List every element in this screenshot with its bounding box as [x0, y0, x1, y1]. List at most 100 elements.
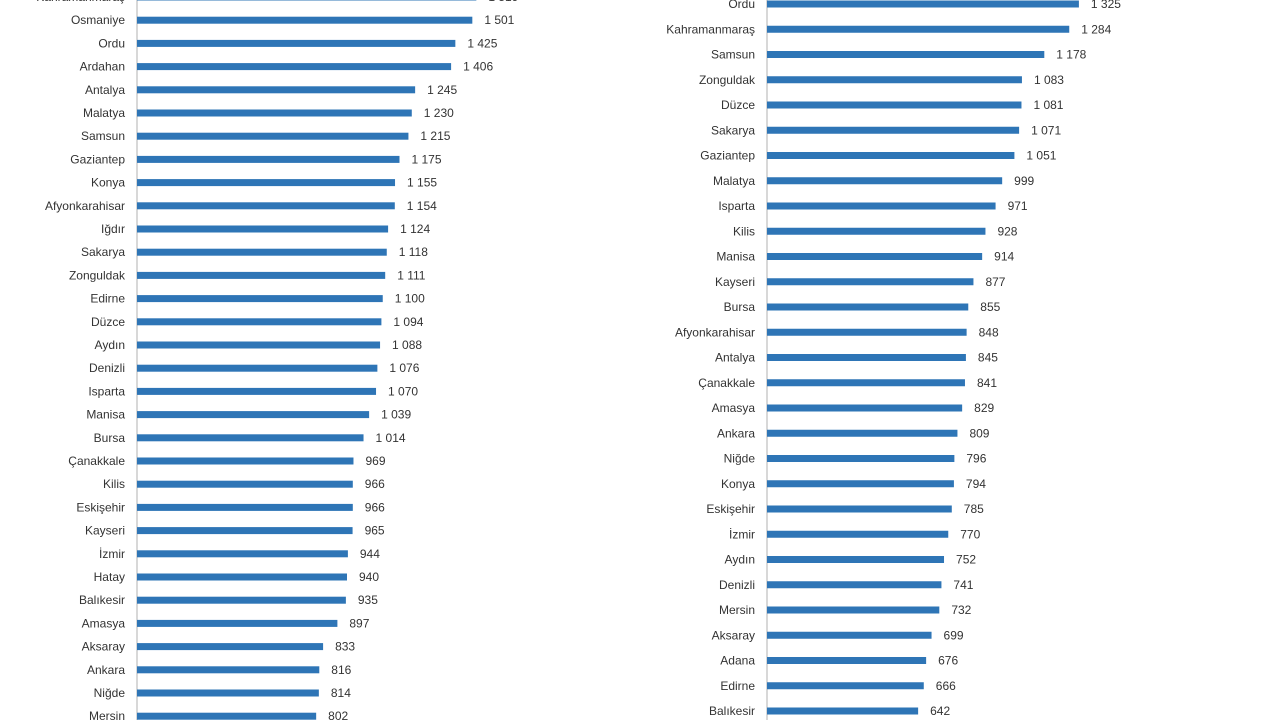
right-bar — [767, 0, 1079, 8]
right-bar — [767, 606, 940, 614]
left-category-label: Osmaniye — [71, 13, 125, 27]
left-value-label: 935 — [358, 593, 378, 607]
right-category-label: Sakarya — [711, 123, 755, 137]
left-category-label: Iğdır — [101, 222, 125, 236]
right-category-label: Balıkesir — [709, 704, 755, 718]
left-bar — [137, 341, 381, 349]
left-category-label: Gaziantep — [70, 152, 125, 166]
left-value-label: 1 039 — [381, 408, 411, 422]
left-value-label: 1 154 — [407, 199, 437, 213]
right-value-label: 855 — [980, 300, 1000, 314]
left-bar — [137, 109, 412, 117]
right-category-label: Aksaray — [712, 628, 755, 642]
left-value-label: 1 425 — [467, 36, 497, 50]
left-bar — [137, 411, 370, 419]
right-bar — [767, 505, 952, 513]
left-value-label: 1 094 — [393, 315, 423, 329]
left-category-label: Çanakkale — [68, 454, 125, 468]
left-value-label: 965 — [365, 524, 385, 538]
left-value-label: 1 501 — [484, 13, 514, 27]
left-bar — [137, 63, 452, 71]
right-category-label: Antalya — [715, 351, 755, 365]
right-bar-chart: Ordu 1 325 Kahramanmaraş 1 284 Samsun 1 178 Zo… — [666, 0, 1121, 720]
left-bar — [137, 550, 348, 558]
right-category-label: Aydın — [725, 553, 755, 567]
left-category-label: Manisa — [86, 408, 125, 422]
right-bar — [767, 303, 969, 311]
right-bar — [767, 631, 932, 639]
right-value-label: 999 — [1014, 174, 1034, 188]
right-value-label: 741 — [953, 578, 973, 592]
left-category-label: Kilis — [103, 477, 125, 491]
right-category-label: Bursa — [724, 300, 756, 314]
right-category-label: Niğde — [724, 452, 756, 466]
right-value-label: 666 — [936, 679, 956, 693]
right-category-label: Düzce — [721, 98, 755, 112]
left-bar — [137, 666, 320, 674]
right-bar — [767, 101, 1022, 109]
right-bar — [767, 177, 1003, 185]
right-value-label: 1 071 — [1031, 123, 1061, 137]
left-category-label: Kayseri — [85, 524, 125, 538]
left-bar — [137, 503, 353, 511]
left-category-label: Balıkesir — [79, 593, 125, 607]
right-bar — [767, 227, 986, 235]
left-value-label: 1 245 — [427, 83, 457, 97]
left-category-label: Aydın — [95, 338, 125, 352]
right-category-label: Eskişehir — [706, 502, 755, 516]
right-category-label: Isparta — [718, 199, 755, 213]
right-category-label: Manisa — [716, 250, 755, 264]
left-bar — [137, 387, 377, 395]
left-bar — [137, 202, 395, 210]
right-value-label: 829 — [974, 401, 994, 415]
left-category-label: Sakarya — [81, 245, 125, 259]
left-value-label: 1 076 — [389, 361, 419, 375]
right-value-label: 699 — [944, 628, 964, 642]
right-category-label: Afyonkarahisar — [675, 325, 755, 339]
left-value-label: 1 519 — [488, 0, 518, 4]
left-bar — [137, 271, 386, 279]
right-bar — [767, 530, 949, 538]
right-bar — [767, 202, 996, 210]
left-category-label: Ordu — [98, 36, 125, 50]
left-value-label: 1 175 — [411, 152, 441, 166]
right-category-label: Kayseri — [715, 275, 755, 289]
left-category-label: Eskişehir — [76, 500, 125, 514]
left-bar — [137, 295, 383, 303]
right-category-label: Çanakkale — [698, 376, 755, 390]
right-value-label: 796 — [966, 452, 986, 466]
left-value-label: 1 155 — [407, 176, 437, 190]
left-bar — [137, 480, 353, 488]
right-category-label: Denizli — [719, 578, 755, 592]
left-value-label: 944 — [360, 547, 380, 561]
right-category-label: Adana — [720, 654, 755, 668]
right-value-label: 1 083 — [1034, 73, 1064, 87]
left-value-label: 940 — [359, 570, 379, 584]
right-value-label: 809 — [969, 426, 989, 440]
right-value-label: 770 — [960, 527, 980, 541]
left-value-label: 1 124 — [400, 222, 430, 236]
left-bar — [137, 179, 396, 187]
left-category-label: Hatay — [94, 570, 125, 584]
right-category-label: Kilis — [733, 224, 755, 238]
right-bar — [767, 455, 955, 462]
right-bar — [767, 278, 974, 286]
right-bar — [767, 556, 945, 563]
right-category-label: Konya — [721, 477, 755, 491]
left-category-label: Bursa — [94, 431, 126, 445]
left-bar — [137, 619, 338, 627]
right-bar — [767, 354, 966, 361]
right-category-label: Malatya — [713, 174, 755, 188]
left-value-label: 1 111 — [397, 268, 426, 282]
left-category-label: Isparta — [88, 384, 125, 398]
left-bar — [137, 132, 409, 140]
right-bar — [767, 480, 954, 488]
right-bar — [767, 25, 1070, 33]
right-bar — [767, 152, 1015, 159]
right-category-label: İzmir — [729, 527, 755, 541]
right-value-label: 1 051 — [1026, 149, 1056, 163]
right-value-label: 1 178 — [1056, 48, 1086, 62]
right-value-label: 1 284 — [1081, 22, 1111, 36]
left-value-label: 1 100 — [395, 292, 425, 306]
right-bar — [767, 429, 958, 437]
